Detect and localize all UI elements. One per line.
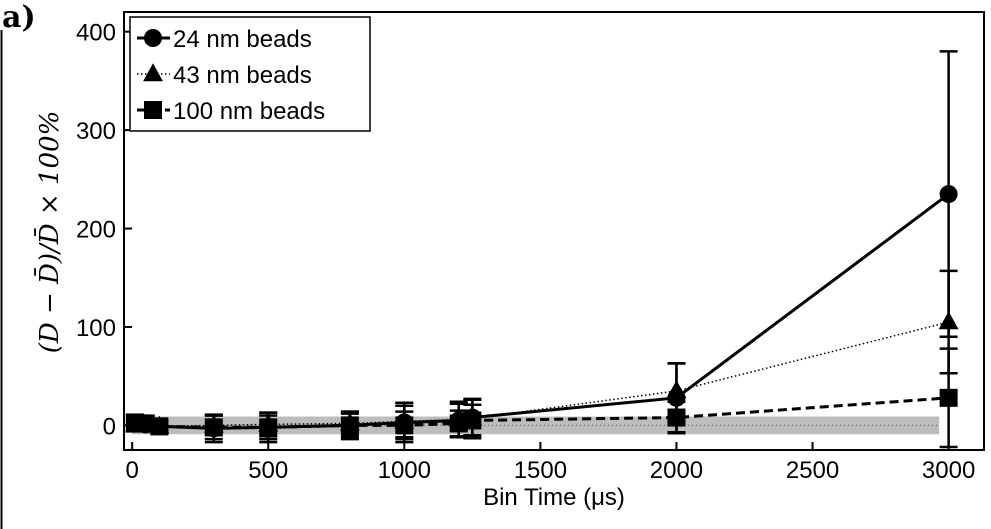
- y-tick-label: 0: [103, 413, 116, 440]
- data-point-circle: [449, 411, 468, 430]
- data-point-circle: [395, 413, 414, 432]
- x-tick-label: 3000: [922, 457, 975, 484]
- data-point-circle: [340, 416, 359, 435]
- data-point-circle: [144, 29, 162, 47]
- x-tick-label: 500: [248, 457, 288, 484]
- data-point-circle: [204, 419, 223, 438]
- data-point-triangle: [143, 63, 163, 82]
- data-point-square: [144, 101, 162, 119]
- legend-entry-label: 43 nm beads: [173, 62, 312, 89]
- x-tick-label: 1500: [514, 457, 567, 484]
- x-tick-label: 2500: [786, 457, 839, 484]
- shaded-band: [132, 416, 940, 435]
- data-point-square: [939, 388, 958, 407]
- series-triangle: [124, 269, 959, 440]
- y-tick-label: 300: [76, 118, 116, 145]
- y-tick-label: 100: [76, 315, 116, 342]
- panel-label: a): [2, 0, 36, 35]
- data-point-circle: [150, 417, 169, 436]
- data-point-circle: [259, 418, 278, 437]
- data-point-circle: [136, 415, 155, 434]
- data-point-circle: [939, 185, 958, 204]
- legend: 24 nm beads 43 nm beads 100 nm beads: [129, 16, 371, 132]
- series-circle: [125, 50, 958, 444]
- y-tick-label: 400: [76, 20, 116, 47]
- x-tick-label: 0: [125, 457, 138, 484]
- legend-entry-label: 24 nm beads: [173, 26, 312, 53]
- series-line: [134, 192, 950, 430]
- legend-entry-label: 100 nm beads: [173, 98, 325, 125]
- x-tick-label: 2000: [650, 457, 703, 484]
- plot-frame: [123, 11, 985, 451]
- data-point-circle: [463, 408, 482, 427]
- x-axis-title: Bin Time (μs): [483, 484, 625, 511]
- y-tick-label: 200: [76, 217, 116, 244]
- x-tick-label: 1000: [378, 457, 431, 484]
- y-axis-title: (D − D̄)/D̄ × 100%: [33, 111, 65, 354]
- data-point-circle: [667, 388, 686, 407]
